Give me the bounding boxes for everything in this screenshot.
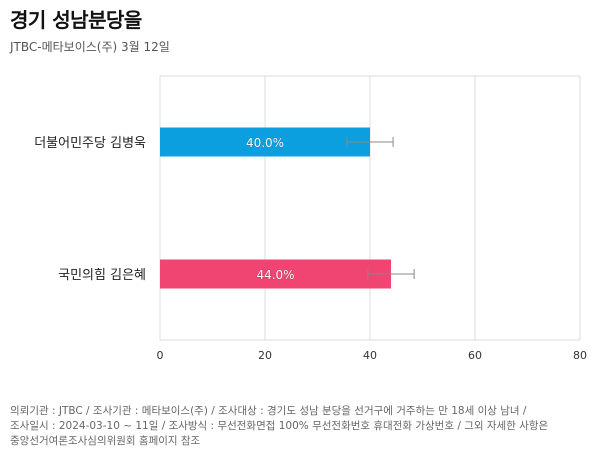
x-tick-label: 80 <box>573 349 587 362</box>
footnote-line: 중앙선거여론조사심의위원회 홈페이지 참조 <box>10 435 201 447</box>
chart-subtitle: JTBC-메타보이스(주) 3월 12일 <box>10 40 170 54</box>
category-label: 더불어민주당 김병욱 <box>34 136 146 151</box>
x-tick-label: 60 <box>468 349 482 362</box>
category-label: 국민의힘 김은혜 <box>58 268 146 283</box>
chart-title: 경기 성남분당을 <box>10 8 142 32</box>
data-label: 40.0% <box>246 136 284 150</box>
x-tick-label: 40 <box>363 349 377 362</box>
survey-footnote: 의뢰기관 : JTBC / 조사기관 : 메타보이스(주) / 조사대상 : 경… <box>10 404 590 449</box>
bar <box>160 127 370 157</box>
footnote-line: 조사일시 : 2024-03-10 ~ 11일 / 조사방식 : 무선전화면접 … <box>10 420 549 432</box>
x-tick-label: 20 <box>258 349 272 362</box>
poll-bar-chart: 0 20 40 60 80 더불어민주당 김병욱 40.0% 국민의힘 김은혜 44.0% <box>34 75 587 362</box>
data-label: 44.0% <box>256 268 294 282</box>
x-tick-label: 0 <box>157 349 164 362</box>
bar <box>160 259 391 289</box>
footnote-line: 의뢰기관 : JTBC / 조사기관 : 메타보이스(주) / 조사대상 : 경… <box>10 405 527 417</box>
